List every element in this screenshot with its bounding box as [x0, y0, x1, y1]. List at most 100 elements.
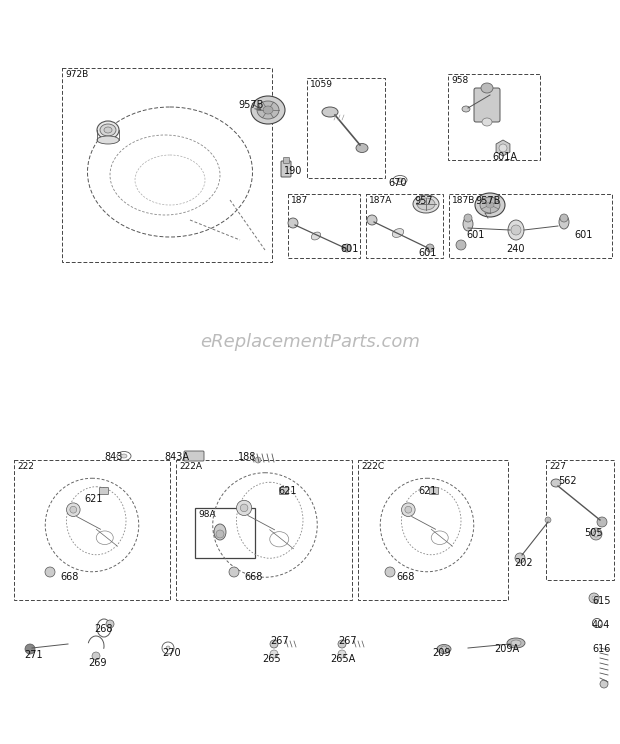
Ellipse shape — [251, 96, 285, 124]
Circle shape — [545, 517, 551, 523]
Circle shape — [592, 596, 596, 600]
Text: eReplacementParts.com: eReplacementParts.com — [200, 333, 420, 351]
Ellipse shape — [97, 121, 119, 139]
Circle shape — [343, 244, 351, 252]
Text: 843A: 843A — [164, 452, 189, 462]
Circle shape — [426, 244, 434, 252]
Text: 271: 271 — [24, 650, 43, 660]
Text: 601A: 601A — [492, 152, 517, 162]
Text: 202: 202 — [514, 558, 533, 568]
Text: 240: 240 — [506, 244, 525, 254]
Text: 270: 270 — [162, 648, 180, 658]
Ellipse shape — [392, 228, 404, 237]
Text: 601: 601 — [418, 248, 436, 258]
Bar — [62, 68, 272, 262]
Ellipse shape — [511, 640, 521, 646]
Text: 1059: 1059 — [310, 80, 333, 89]
Text: 668: 668 — [396, 572, 414, 582]
Text: 404: 404 — [592, 620, 610, 630]
Ellipse shape — [257, 101, 279, 119]
Text: 615: 615 — [592, 596, 611, 606]
Ellipse shape — [322, 107, 338, 117]
Bar — [546, 460, 614, 580]
Text: 621: 621 — [278, 486, 296, 496]
Text: 505: 505 — [584, 528, 603, 538]
Circle shape — [70, 507, 77, 513]
Ellipse shape — [507, 638, 525, 648]
Circle shape — [456, 240, 466, 250]
Text: 621: 621 — [418, 486, 436, 496]
Ellipse shape — [270, 640, 278, 648]
Circle shape — [241, 504, 248, 512]
Ellipse shape — [338, 640, 346, 648]
FancyBboxPatch shape — [283, 158, 290, 164]
Bar — [288, 194, 360, 258]
Text: 209A: 209A — [494, 644, 519, 654]
Text: 190: 190 — [284, 166, 303, 176]
FancyBboxPatch shape — [430, 487, 438, 495]
Text: 222A: 222A — [179, 462, 202, 471]
FancyBboxPatch shape — [474, 88, 500, 122]
Ellipse shape — [214, 524, 226, 540]
Ellipse shape — [263, 106, 273, 114]
Ellipse shape — [559, 215, 569, 229]
Circle shape — [464, 214, 472, 222]
Ellipse shape — [486, 202, 494, 208]
Circle shape — [385, 567, 395, 577]
Text: 670: 670 — [388, 178, 407, 188]
Ellipse shape — [397, 178, 403, 182]
Text: 668: 668 — [244, 572, 262, 582]
Text: 267: 267 — [270, 636, 289, 646]
Bar — [195, 508, 255, 558]
Text: 188: 188 — [238, 452, 257, 462]
Circle shape — [593, 531, 599, 537]
Circle shape — [589, 593, 599, 603]
Circle shape — [499, 144, 507, 152]
Text: 958: 958 — [451, 76, 468, 85]
Ellipse shape — [417, 198, 435, 210]
Circle shape — [216, 530, 224, 538]
Circle shape — [255, 457, 261, 463]
Text: 562: 562 — [558, 476, 577, 486]
Ellipse shape — [462, 106, 470, 112]
Circle shape — [338, 650, 346, 658]
Bar — [176, 460, 352, 600]
Text: 957: 957 — [414, 196, 433, 206]
Ellipse shape — [463, 217, 473, 231]
Circle shape — [45, 567, 55, 577]
Text: 616: 616 — [592, 644, 610, 654]
Text: 187B: 187B — [452, 196, 476, 205]
Text: 843: 843 — [104, 452, 122, 462]
Circle shape — [66, 503, 80, 516]
Text: 601: 601 — [466, 230, 484, 240]
Ellipse shape — [97, 136, 119, 144]
Circle shape — [270, 650, 278, 658]
Text: 187A: 187A — [369, 196, 392, 205]
Ellipse shape — [100, 124, 116, 136]
Text: 957B: 957B — [475, 196, 500, 206]
Text: 601: 601 — [574, 230, 592, 240]
Circle shape — [367, 215, 377, 225]
Circle shape — [288, 218, 298, 228]
Ellipse shape — [121, 454, 127, 458]
Text: 269: 269 — [88, 658, 107, 668]
FancyBboxPatch shape — [99, 487, 108, 495]
FancyBboxPatch shape — [281, 161, 291, 177]
Bar — [448, 74, 540, 160]
Ellipse shape — [508, 220, 524, 240]
Text: 98A: 98A — [198, 510, 216, 519]
Circle shape — [405, 507, 412, 513]
Bar — [307, 78, 385, 178]
Text: 187: 187 — [291, 196, 308, 205]
Circle shape — [106, 620, 114, 628]
Circle shape — [236, 500, 252, 516]
Bar — [366, 194, 443, 258]
Circle shape — [590, 528, 602, 540]
Circle shape — [92, 652, 100, 660]
Circle shape — [229, 567, 239, 577]
Text: 222: 222 — [17, 462, 34, 471]
FancyBboxPatch shape — [280, 487, 288, 495]
Circle shape — [600, 680, 608, 688]
Text: 601: 601 — [340, 244, 358, 254]
Ellipse shape — [311, 232, 321, 240]
